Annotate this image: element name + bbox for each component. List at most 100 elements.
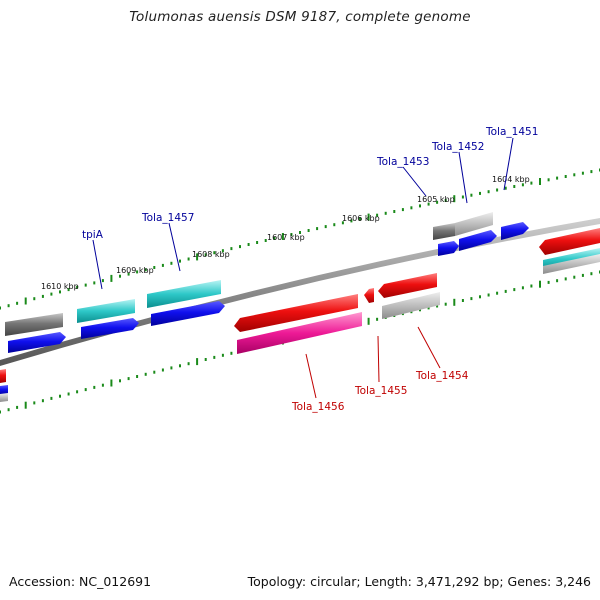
minor-tick [247,243,250,246]
minor-tick [187,362,190,366]
minor-tick [101,279,104,283]
minor-tick [547,280,550,284]
gene-feature [543,254,600,274]
minor-tick [93,385,96,389]
minor-tick [556,279,559,283]
minor-tick [470,297,473,301]
gene-label: Tola_1452 [431,141,484,153]
gene-feature [0,369,6,383]
gene-feature [151,301,225,326]
minor-tick [573,173,576,177]
minor-tick [410,206,413,210]
minor-tick [41,399,44,403]
major-tick [539,280,541,288]
map-title: Tolumonas auensis DSM 9187, complete gen… [129,9,471,25]
minor-tick [273,237,276,240]
minor-tick [393,210,396,213]
minor-tick [496,188,499,192]
major-tick [110,379,113,387]
minor-tick [119,379,121,383]
gene-feature [378,273,437,298]
minor-tick [136,270,139,274]
gene-label: Tola_1456 [291,401,345,413]
major-tick [281,233,284,240]
minor-tick [487,190,490,194]
inner-tick-ring [0,270,600,414]
gene-feature [438,241,459,256]
forward-features [5,212,529,353]
major-tick [24,401,27,409]
minor-tick [7,304,10,308]
gene-feature [459,230,497,251]
gene-label: tpiA [82,229,104,241]
gene-feature [234,294,358,332]
minor-tick [513,185,516,188]
minor-tick [341,221,344,225]
kbp-scale: 1604 kbp 1605 kbp 1606 kbp 1607 kbp 1608… [41,175,530,291]
minor-tick [479,191,481,195]
minor-tick [153,266,156,269]
minor-tick [436,200,439,204]
tick-label: 1610 kbp [41,282,79,291]
minor-tick [350,219,353,223]
gene-feature [0,385,8,395]
minor-tick [316,227,319,231]
minor-tick [479,295,481,299]
minor-tick [401,208,404,212]
minor-tick [127,377,130,381]
minor-tick [76,390,79,394]
gene-feature [237,312,362,354]
gene-feature [147,280,221,308]
minor-tick [67,288,70,292]
minor-tick [256,241,259,244]
minor-tick [0,410,1,414]
gene-feature [455,212,493,236]
gene-feature [539,228,600,255]
minor-tick [239,245,241,249]
minor-tick [93,281,96,285]
gene-feature [364,288,374,303]
minor-tick [590,272,593,276]
minor-tick [564,175,567,178]
minor-tick [504,186,507,190]
minor-tick [16,301,19,305]
gene-label: Tola_1455 [354,385,407,397]
minor-tick [170,366,173,370]
minor-tick [161,263,164,267]
genome-summary-text: Topology: circular; Length: 3,471,292 bp… [247,574,591,589]
minor-tick [376,317,379,321]
minor-tick [153,370,156,374]
minor-tick [461,195,464,199]
tick-label: 1607 kbp [267,233,305,242]
accession-text: Accession: NC_012691 [9,574,152,589]
minor-tick [230,247,233,251]
minor-tick [444,199,447,202]
minor-tick [264,239,267,242]
minor-tick [67,392,70,396]
minor-tick [84,388,87,392]
minor-tick [59,394,61,398]
gene-feature [77,299,135,323]
minor-tick [427,202,430,206]
minor-tick [324,225,327,229]
gene-labels: Tola_1451 Tola_1452 Tola_1453 Tola_1457 … [82,126,538,413]
minor-tick [50,396,53,400]
gene-label: Tola_1453 [376,156,429,168]
minor-tick [59,290,61,294]
minor-tick [16,405,19,409]
minor-tick [359,217,361,221]
minor-tick [590,170,593,174]
minor-tick [564,277,567,281]
minor-tick [521,183,524,187]
minor-tick [213,251,216,255]
gene-label: Tola_1451 [485,126,538,138]
minor-tick [144,372,147,376]
major-tick [367,213,370,221]
minor-tick [221,353,224,357]
gene-feature [81,318,139,339]
minor-tick [530,284,533,288]
gene-label: Tola_1457 [141,212,194,224]
minor-tick [376,213,379,217]
major-tick [453,298,456,306]
